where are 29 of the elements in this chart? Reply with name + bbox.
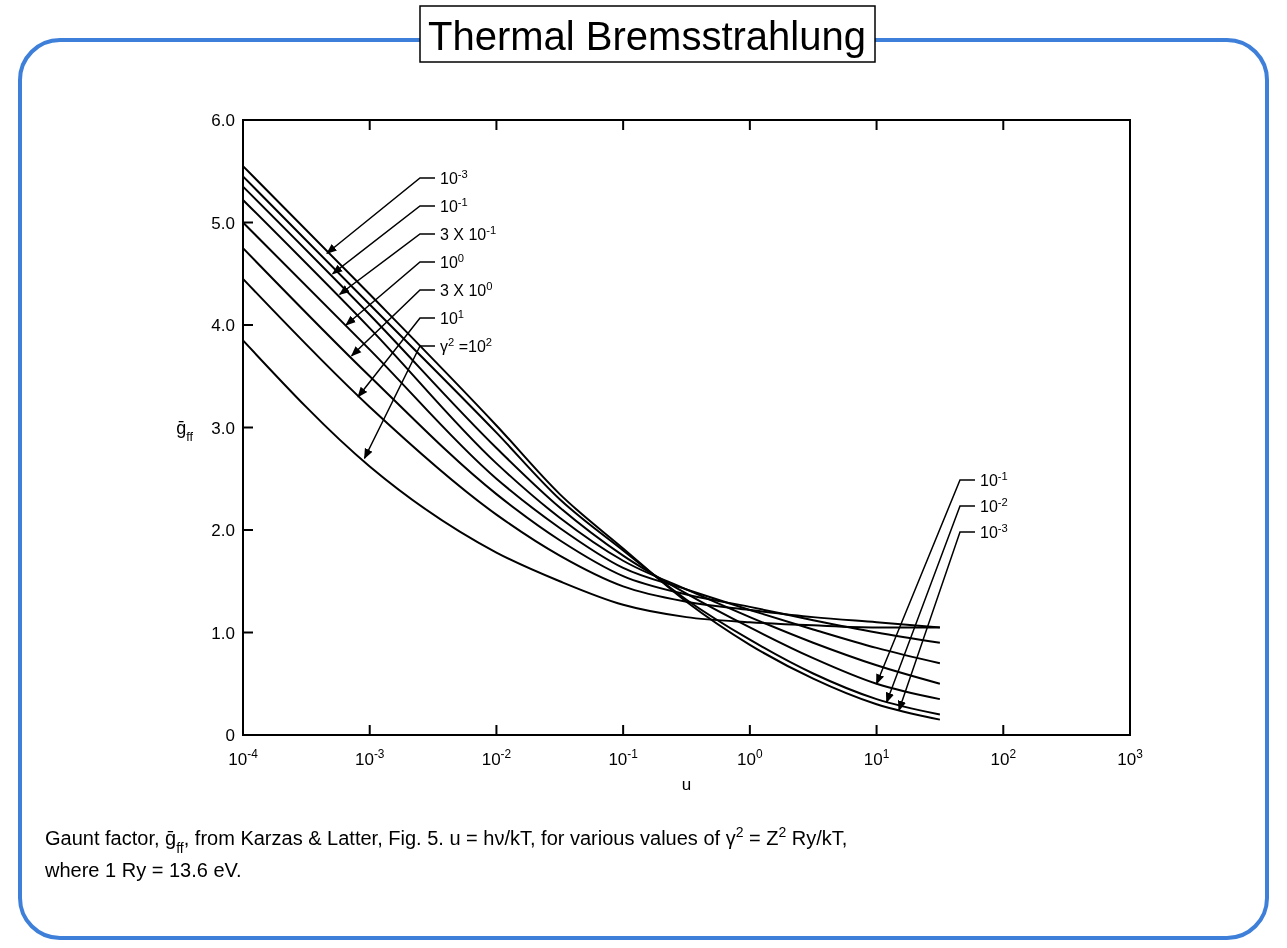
x-tick-label: 10$^{0}$	[737, 747, 764, 769]
annotation: 10$^{-1}$	[980, 470, 1008, 489]
x-tick-label: 10$^{-4}$	[228, 747, 259, 769]
y-tick-label: 6.0	[211, 111, 235, 130]
chart-title: Thermal Bremsstrahlung	[428, 14, 866, 58]
text: Gaunt factor, ḡ$_{ff}$, from Karzas & Latter, Fig. 5. u = hν/kT, for various values of γ$^{2}$ = Z$^{2}$ Ry/kT, where 1 Ry = 13.6 eV.	[45, 824, 848, 881]
y-tick-label: 2.0	[211, 521, 235, 540]
annotation: 3 X 10$^{-1}$	[440, 224, 497, 243]
y-tick-label: 0	[225, 726, 235, 745]
x-tick-label: 10$^{-3}$	[354, 747, 385, 769]
x-axis-title: u	[681, 775, 692, 794]
annotation: γ$^{2}$ =10$^{2}$	[440, 336, 493, 355]
annotation: 10$^{-1}$	[440, 196, 468, 215]
annotation: 10$^{0}$	[440, 252, 465, 271]
x-tick-label: 10$^{-1}$	[608, 747, 639, 769]
y-tick-label: 4.0	[211, 316, 235, 335]
y-tick-label: 1.0	[211, 623, 235, 643]
y-axis-title: ḡ$_{ff}$	[176, 417, 194, 444]
x-tick-label: 10$^{3}$	[1117, 747, 1144, 769]
annotation: 10$^{-3}$	[440, 168, 468, 187]
annotation: 10$^{1}$	[440, 308, 465, 327]
x-tick-label: 10$^{2}$	[990, 747, 1017, 769]
y-tick-label: 3.0	[211, 418, 235, 438]
x-tick-label: 10$^{-2}$	[481, 747, 512, 769]
y-tick-label: 5.0	[211, 213, 235, 233]
annotation: 10$^{-3}$	[980, 522, 1008, 541]
annotation: 10$^{-2}$	[980, 496, 1008, 515]
x-tick-label: 10$^{1}$	[863, 747, 890, 769]
annotation: 3 X 10$^{0}$	[440, 280, 493, 299]
